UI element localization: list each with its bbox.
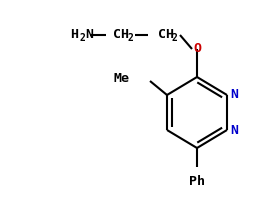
Text: 2: 2: [79, 33, 85, 43]
Text: CH: CH: [158, 28, 174, 41]
Text: N: N: [230, 123, 238, 136]
Text: 2: 2: [172, 33, 178, 43]
Text: Me: Me: [114, 71, 130, 84]
Text: N: N: [230, 89, 238, 102]
Text: 2: 2: [127, 33, 133, 43]
Text: O: O: [193, 43, 201, 56]
Text: Ph: Ph: [189, 175, 205, 188]
Text: H: H: [70, 28, 78, 41]
Text: CH: CH: [113, 28, 129, 41]
Text: N: N: [85, 28, 93, 41]
